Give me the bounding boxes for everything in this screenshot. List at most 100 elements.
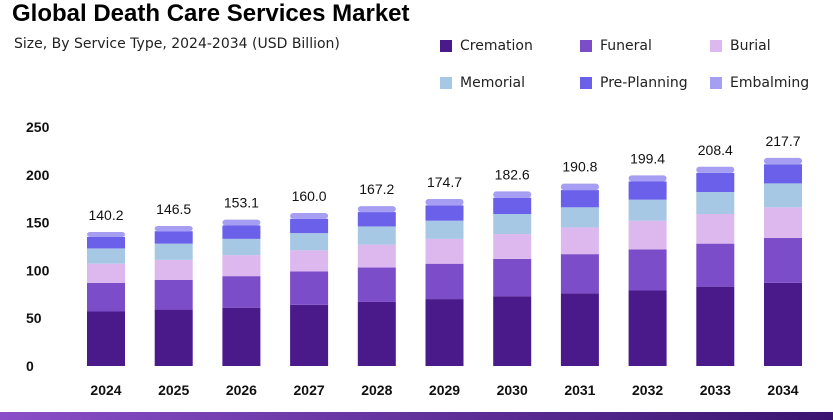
bar-segment-memorial-2034	[764, 183, 802, 208]
x-tick-label-2030: 2030	[497, 382, 528, 398]
bar-segment-burial-2033	[696, 213, 735, 244]
total-label-2029: 174.7	[427, 174, 462, 190]
bar-segment-embalming-2024	[87, 231, 125, 237]
bar-segment-pre-planning-2028	[357, 212, 396, 227]
bar-segment-embalming-2026	[222, 219, 261, 226]
bar-segment-cremation-2025	[154, 309, 193, 366]
legend-swatch	[440, 40, 452, 52]
legend-swatch	[580, 40, 592, 52]
bars	[87, 157, 802, 366]
total-label-2032: 199.4	[630, 150, 665, 166]
bar-segment-embalming-2031	[560, 183, 599, 191]
bar-segment-burial-2026	[222, 255, 261, 277]
bar-segment-pre-planning-2026	[222, 225, 261, 239]
chart-title: Global Death Care Services Market	[12, 0, 410, 27]
x-tick-label-2028: 2028	[361, 382, 392, 398]
bar-segment-funeral-2034	[764, 237, 802, 283]
bar-segment-memorial-2033	[696, 192, 735, 214]
legend-swatch	[580, 77, 592, 89]
bar-segment-memorial-2024	[87, 248, 125, 264]
bar-segment-cremation-2026	[222, 307, 261, 366]
bar-segment-burial-2030	[493, 234, 532, 259]
chart-subtitle: Size, By Service Type, 2024-2034 (USD Bi…	[14, 36, 340, 52]
bar-segment-cremation-2028	[357, 301, 396, 366]
x-axis: 2024 2025 2026 2027 2028 2029 2030 2031 2032 2033…	[90, 382, 798, 398]
bar-segment-burial-2032	[628, 220, 667, 250]
total-label-2033: 208.4	[698, 142, 733, 158]
legend-item-memorial: Memorial	[440, 75, 525, 91]
bar-segment-pre-planning-2031	[560, 190, 599, 208]
bar-segment-funeral-2024	[87, 282, 125, 312]
bar-segment-pre-planning-2034	[764, 164, 802, 184]
total-label-2027: 160.0	[292, 188, 327, 204]
legend-label: Embalming	[730, 75, 810, 91]
x-tick-label-2031: 2031	[564, 382, 595, 398]
bar-segment-cremation-2029	[425, 299, 464, 366]
total-label-2034: 217.7	[765, 133, 800, 149]
bar-segment-memorial-2027	[290, 233, 329, 251]
legend-label: Pre-Planning	[600, 75, 688, 91]
y-axis: 0 50 100 150 200 250	[26, 119, 50, 374]
bar-segment-memorial-2032	[628, 199, 667, 221]
y-tick-label: 250	[26, 119, 50, 135]
bar-segment-funeral-2026	[222, 276, 261, 308]
bar-segment-memorial-2031	[560, 207, 599, 228]
total-label-2024: 140.2	[88, 207, 123, 223]
y-tick-label: 0	[26, 358, 34, 374]
bar-segment-embalming-2032	[628, 175, 667, 182]
stacked-bar-chart: 0 50 100 150 200 250 140.2 146.5 153.1 160.0 167.…	[26, 119, 802, 398]
y-tick-label: 200	[26, 167, 50, 183]
bar-segment-memorial-2025	[154, 243, 193, 260]
y-tick-label: 150	[26, 215, 50, 231]
legend-item-burial: Burial	[710, 38, 771, 54]
bar-segment-memorial-2029	[425, 220, 464, 239]
bar-segment-funeral-2027	[290, 271, 329, 305]
y-tick-label: 100	[26, 262, 50, 278]
bar-segment-cremation-2024	[87, 311, 125, 366]
bar-segment-funeral-2033	[696, 243, 735, 287]
y-tick-label: 50	[26, 310, 42, 326]
total-label-2025: 146.5	[156, 201, 191, 217]
bar-segment-memorial-2028	[357, 226, 396, 245]
bar-segment-pre-planning-2032	[628, 181, 667, 200]
legend-item-pre-planning: Pre-Planning	[580, 75, 688, 91]
bar-segment-cremation-2032	[628, 290, 667, 366]
bar-segment-funeral-2029	[425, 263, 464, 300]
bar-segment-embalming-2033	[696, 166, 735, 173]
legend-label: Cremation	[460, 38, 533, 54]
legend-item-cremation: Cremation	[440, 38, 533, 54]
x-tick-label-2024: 2024	[90, 382, 121, 398]
legend-swatch	[440, 77, 452, 89]
x-tick-label-2029: 2029	[429, 382, 460, 398]
legend-label: Memorial	[460, 75, 526, 91]
bar-segment-memorial-2026	[222, 238, 261, 256]
total-label-2031: 190.8	[562, 159, 597, 175]
bar-segment-burial-2031	[560, 227, 599, 255]
bar-segment-memorial-2030	[493, 213, 532, 235]
bar-segment-burial-2024	[87, 263, 125, 283]
x-tick-label-2034: 2034	[767, 382, 798, 398]
bar-segment-burial-2027	[290, 250, 329, 272]
bar-segment-cremation-2030	[493, 296, 532, 366]
bar-segment-funeral-2025	[154, 279, 193, 310]
bar-segment-embalming-2030	[493, 191, 532, 198]
bar-segment-cremation-2031	[560, 293, 599, 366]
bar-segment-pre-planning-2030	[493, 197, 532, 214]
bar-segment-embalming-2025	[154, 225, 193, 232]
bar-segment-burial-2025	[154, 259, 193, 280]
legend-swatch	[710, 40, 722, 52]
bar-segment-pre-planning-2029	[425, 205, 464, 221]
x-tick-label-2025: 2025	[158, 382, 189, 398]
bar-segment-burial-2034	[764, 207, 802, 238]
bar-segment-funeral-2030	[493, 258, 532, 297]
bar-segment-cremation-2027	[290, 304, 329, 366]
total-label-2030: 182.6	[495, 166, 530, 182]
legend-swatch	[710, 77, 722, 89]
bar-segment-embalming-2028	[357, 206, 396, 213]
legend-label: Funeral	[600, 38, 652, 54]
bar-segment-burial-2029	[425, 238, 464, 264]
total-labels: 140.2 146.5 153.1 160.0 167.2 174.7 182.6 190.8…	[88, 133, 800, 223]
bar-segment-pre-planning-2024	[87, 236, 125, 249]
x-tick-label-2032: 2032	[632, 382, 663, 398]
total-label-2026: 153.1	[224, 195, 259, 211]
